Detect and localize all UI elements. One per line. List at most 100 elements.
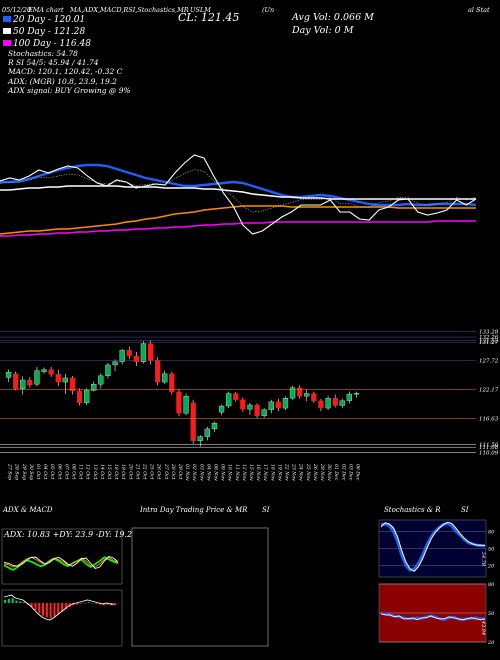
candle-body — [76, 390, 83, 404]
macd-bar — [61, 603, 64, 612]
date-label: 05 Oct — [49, 464, 55, 480]
date-label: 22 Oct — [141, 463, 147, 480]
candle-body — [233, 393, 239, 400]
header: 05/12/20 EMA chart MA,ADX,MACD,RSI,Stoch… — [2, 6, 490, 95]
price-axis-label: 127.72 — [479, 359, 499, 365]
date-label: 12 Nov — [241, 464, 247, 481]
price-axis-label: 116.63 — [479, 416, 499, 422]
date-label: 04 Oct — [42, 464, 48, 480]
candle-body — [346, 393, 352, 401]
date-label: 16 Nov — [255, 464, 261, 481]
ema-dotted-line — [0, 169, 477, 213]
macd-bar — [34, 603, 37, 611]
date-label: 28 Sep — [14, 463, 20, 480]
adx-macd-panel: ADX & MACD ADX: 10.83 +DY: 23.9 -DY: 19.… — [1, 506, 137, 647]
moving-average-panel — [0, 154, 477, 237]
macd-bar — [7, 599, 10, 603]
ma-series-line — [0, 220, 476, 237]
ma-series-line — [0, 154, 477, 235]
date-label: 08 Oct — [70, 464, 76, 480]
stoch-value-label: 54.78 — [480, 552, 486, 566]
stoch-title-tail: SI — [461, 506, 469, 514]
ma-series-line — [0, 163, 477, 207]
macd-bar — [4, 599, 7, 603]
date-label: 27 Sep — [7, 463, 13, 480]
date-label: 29 Sep — [21, 463, 27, 480]
candle-body — [218, 405, 225, 413]
adx-readout: ADX: (MGR) 10.8, 23.9, 19.2 — [7, 77, 117, 86]
candle-body — [353, 393, 360, 395]
intraday-mr-panel: Intra Day Trading Price & MR SI — [131, 506, 270, 647]
adx-values: ADX: 10.83 +DY: 23.9 -DY: 19.23 — [3, 530, 137, 539]
macd-bar — [102, 603, 105, 606]
date-label: 15 Nov — [248, 464, 254, 481]
date-label: 01 Oct — [35, 464, 41, 480]
desc-tail: al Stat — [468, 6, 490, 14]
candle-body — [261, 409, 267, 417]
adx-signal-readout: ADX signal: BUY Growing @ 9% — [7, 86, 131, 95]
rsi-axis-label: 50 — [488, 611, 495, 617]
symbol-line: USLM — [190, 6, 211, 14]
date-label: 06 Dec — [354, 464, 360, 481]
stoch-axis-label: 50 — [488, 547, 495, 553]
date-label: 11 Oct — [78, 464, 84, 480]
macd-bar — [83, 603, 86, 604]
candle-body — [304, 393, 310, 397]
adx-series-line — [3, 556, 119, 571]
desc-line: (Un — [262, 6, 274, 14]
date-label: 30 Sep — [28, 464, 34, 480]
candle-body — [268, 401, 274, 410]
macd-bar — [53, 603, 56, 617]
candle-body — [162, 373, 168, 383]
date-label: 13 Oct — [92, 464, 98, 480]
candle-body — [275, 401, 281, 409]
date-label: 26 Oct — [156, 463, 162, 480]
rsi-axis-label: 80 — [488, 582, 495, 588]
date-label: 09 Nov — [220, 464, 226, 481]
date-label: 29 Oct — [177, 463, 183, 480]
date-label: 01 Nov — [184, 464, 190, 481]
date-label: 19 Nov — [276, 464, 282, 481]
candle-body — [112, 361, 118, 366]
macd-bar — [87, 602, 90, 603]
date-axis: 27 Sep 28 Sep 29 Sep 30 Sep 01 Oct 04 Oct 05 O… — [7, 463, 361, 481]
macd-frame — [1, 589, 123, 647]
ema-label: EMA chart — [27, 6, 64, 14]
adx-series-line — [3, 555, 119, 570]
macd-bar — [76, 603, 79, 605]
macd-bar — [114, 603, 117, 606]
candle-body — [247, 404, 253, 410]
date-label: 19 Oct — [120, 464, 126, 480]
candle-body — [155, 360, 161, 383]
candle-body — [211, 423, 218, 430]
macd-bar — [15, 600, 18, 603]
macd-bar — [19, 601, 22, 603]
stoch-series-line — [380, 521, 486, 572]
macd-line — [3, 594, 115, 621]
candle-body — [297, 387, 303, 397]
date-label: 07 Oct — [63, 464, 69, 480]
avg-volume: Avg Vol: 0.066 M — [291, 12, 374, 23]
date-label: 15 Oct — [106, 464, 112, 480]
candle-body — [282, 398, 289, 409]
candle-body — [311, 393, 317, 401]
stoch-title: Stochastics & R — [384, 506, 441, 514]
stoch-axis-label: 80 — [488, 529, 495, 535]
candle-body — [27, 379, 33, 386]
candle-body — [5, 372, 12, 378]
candle-body — [133, 355, 139, 362]
price-axis-label: 111.08 — [479, 445, 499, 451]
date-label: 02 Dec — [340, 464, 346, 481]
adx-frame — [1, 528, 123, 585]
date-label: 04 Nov — [205, 464, 211, 481]
candle-body — [20, 379, 26, 389]
stoch-axis-label: 20 — [487, 564, 495, 570]
price-panel — [5, 340, 360, 447]
macd-bar — [57, 603, 60, 615]
date-label: 03 Dec — [347, 464, 353, 481]
date-label: 14 Oct — [99, 464, 105, 480]
date-label: 20 Oct — [127, 463, 133, 480]
indicators-line: MA,ADX,MACD,RSI,Stochastics,MR — [69, 6, 189, 14]
macd-bar — [23, 602, 26, 603]
